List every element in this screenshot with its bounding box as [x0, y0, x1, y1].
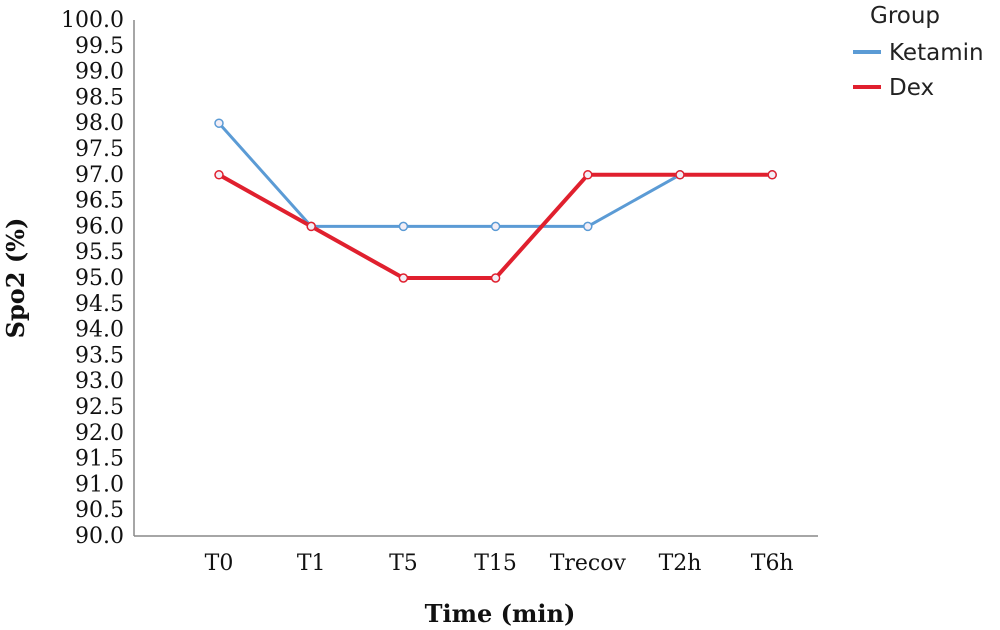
series-lines [217, 121, 775, 280]
x-tick-label: T0 [205, 551, 234, 576]
x-axis-title: Time (min) [425, 599, 576, 628]
series-points [214, 118, 777, 283]
axes [133, 20, 818, 537]
data-point-dex [214, 170, 224, 180]
y-tick-label: 91.5 [75, 447, 124, 472]
y-tick-label: 96.5 [75, 189, 124, 214]
data-point-dex [490, 273, 501, 283]
x-tick-label: T5 [389, 551, 418, 576]
x-tick-label: T6h [751, 551, 794, 576]
y-tick-label: 98.0 [75, 111, 124, 136]
data-point-dex [398, 273, 409, 283]
y-tick-label: 99.0 [75, 60, 124, 85]
data-point-dex [306, 221, 316, 232]
y-tick-label: 92.5 [75, 395, 124, 420]
data-point-ketamin [398, 221, 409, 232]
y-tick-labels: 90.090.591.091.592.092.593.093.594.094.5… [61, 8, 124, 549]
x-tick-label: Trecov [550, 551, 627, 576]
y-tick-label: 94.0 [75, 318, 124, 343]
y-tick-label: 95.5 [75, 240, 124, 265]
y-tick-label: 97.5 [75, 137, 124, 162]
legend-label-ketamin: Ketamin [889, 40, 984, 66]
y-tick-label: 90.5 [75, 498, 124, 523]
data-point-dex [767, 170, 777, 180]
y-tick-label: 98.5 [75, 85, 124, 110]
y-tick-label: 99.5 [75, 34, 124, 59]
y-tick-label: 95.0 [75, 266, 124, 291]
y-tick-label: 90.0 [75, 524, 124, 549]
x-tick-label: T2h [659, 551, 702, 576]
x-tick-label: T15 [474, 551, 517, 576]
y-tick-label: 91.0 [75, 472, 124, 497]
legend-label-dex: Dex [889, 75, 934, 101]
legend: Group Ketamin Dex [853, 3, 984, 101]
y-tick-label: 93.0 [75, 369, 124, 394]
data-point-ketamin [214, 118, 224, 128]
legend-title: Group [870, 3, 940, 29]
y-tick-label: 93.5 [75, 343, 124, 368]
y-tick-label: 97.0 [75, 163, 124, 188]
x-tick-labels: T0 T1 T5 T15 Trecov T2h T6h [205, 551, 794, 576]
y-tick-label: 96.0 [75, 214, 124, 239]
y-tick-label: 92.0 [75, 421, 124, 446]
data-point-dex [583, 170, 593, 180]
data-point-dex [675, 170, 685, 180]
y-axis-title: Spo2 (%) [1, 218, 30, 339]
data-point-ketamin [490, 221, 501, 232]
y-tick-label: 94.5 [75, 292, 124, 317]
y-tick-label: 100.0 [61, 8, 124, 33]
x-tick-label: T1 [297, 551, 326, 576]
data-point-ketamin [583, 221, 593, 232]
